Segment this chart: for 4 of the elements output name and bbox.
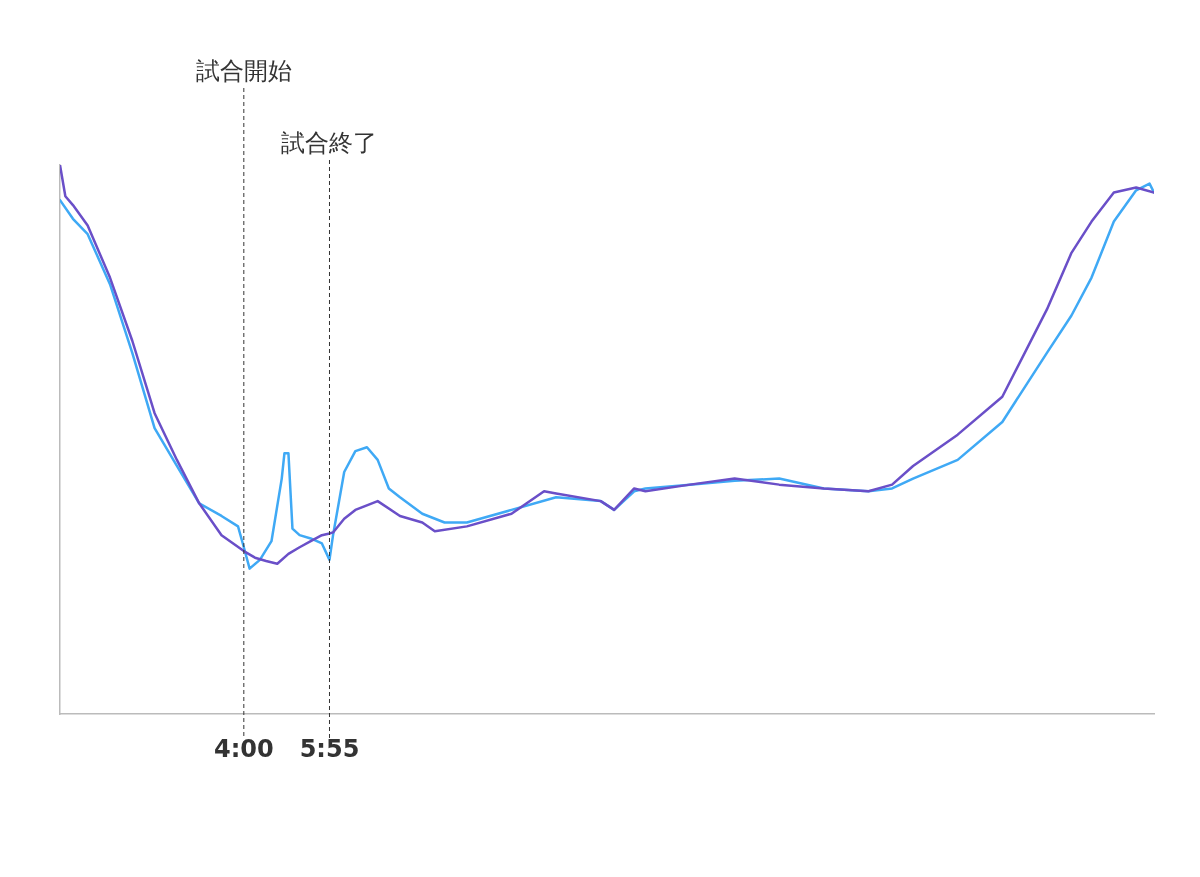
x-tick-label: 4:00 bbox=[213, 734, 274, 763]
x-tick-label: 5:55 bbox=[299, 734, 360, 763]
ref-line-label: 試合開始 bbox=[195, 57, 292, 86]
ref-line-label: 試合終了 bbox=[281, 129, 378, 158]
